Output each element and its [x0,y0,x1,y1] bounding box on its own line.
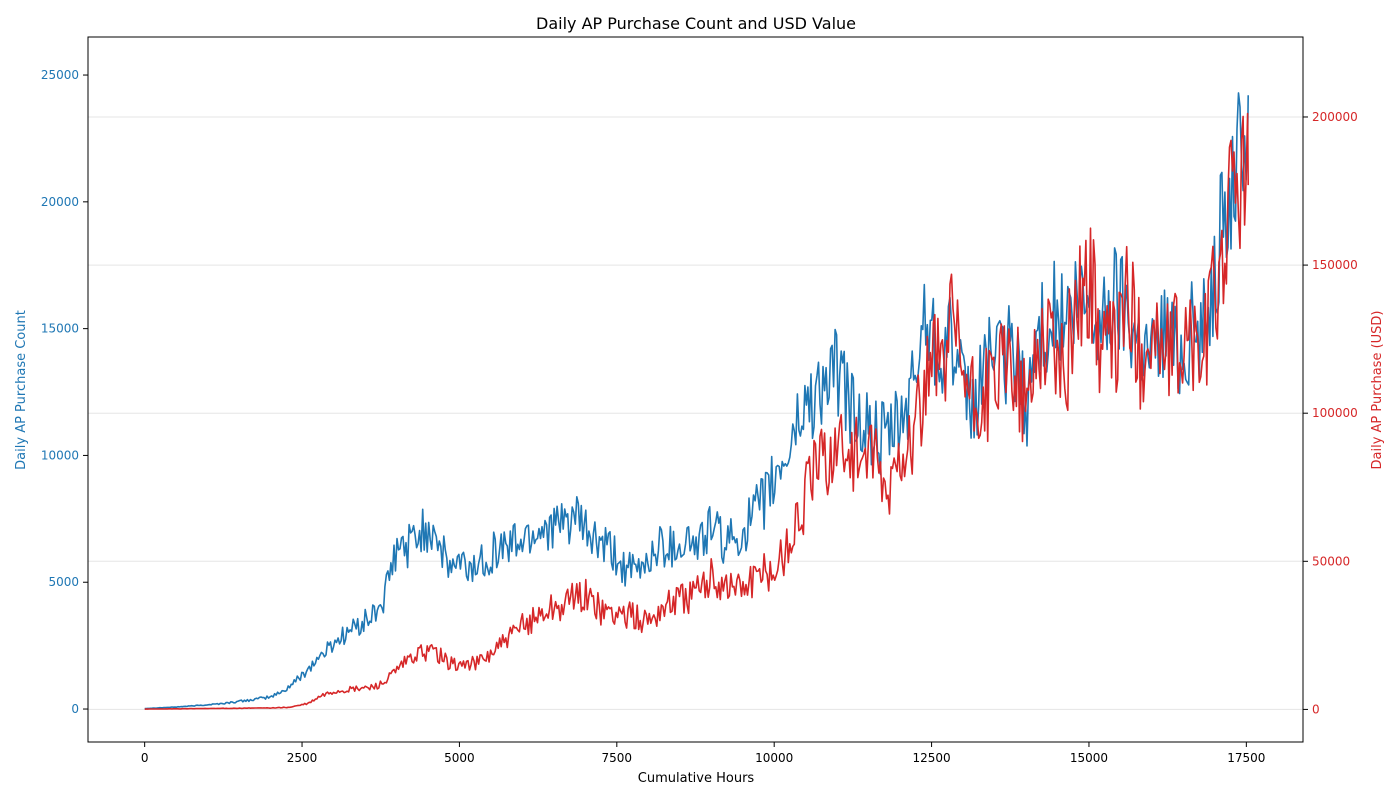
grid-lines [88,116,1303,710]
series-line-usd [144,112,1249,710]
y-right-tick-label: 100000 [1312,406,1358,420]
x-tick-label: 10000 [755,751,793,765]
x-axis-label: Cumulative Hours [638,771,755,786]
x-axis: 0 2500 5000 7500 10000 12500 15000 17500 [141,742,1265,765]
series-line-count [144,92,1249,710]
y-right-tick-label: 200000 [1312,110,1358,124]
y-axis-left: 0 5000 10000 15000 20000 25000 [41,68,88,716]
y-right-tick-label: 0 [1312,702,1320,716]
y-left-tick-label: 20000 [41,195,79,209]
y-axis-right: 0 50000 100000 150000 200000 [1303,110,1358,716]
x-tick-label: 5000 [444,751,475,765]
x-tick-label: 15000 [1070,751,1108,765]
x-tick-label: 2500 [287,751,318,765]
x-tick-label: 17500 [1227,751,1265,765]
y-axis-left-label: Daily AP Purchase Count [14,310,29,470]
y-left-tick-label: 15000 [41,322,79,336]
x-tick-label: 0 [141,751,149,765]
plot-frame [87,36,1304,743]
x-tick-label: 7500 [602,751,633,765]
y-axis-right-label: Daily AP Purchase (USD) [1370,311,1385,470]
y-left-tick-label: 10000 [41,448,79,462]
y-left-tick-label: 5000 [48,575,79,589]
y-left-tick-label: 0 [71,702,79,716]
series-layer [144,92,1249,710]
y-left-tick-label: 25000 [41,68,79,82]
y-right-tick-label: 50000 [1312,554,1350,568]
chart-title: Daily AP Purchase Count and USD Value [536,14,856,33]
x-tick-label: 12500 [912,751,950,765]
y-right-tick-label: 150000 [1312,258,1358,272]
